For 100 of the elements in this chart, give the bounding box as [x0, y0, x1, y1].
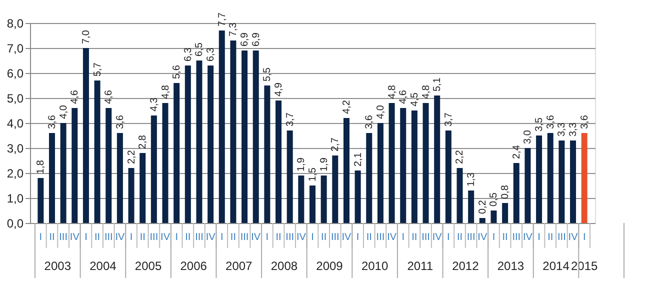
- x-tick-label: I: [492, 232, 496, 243]
- data-label: 3,6: [579, 114, 590, 129]
- data-label: 0,5: [488, 192, 500, 206]
- x-tick-label: II: [456, 232, 463, 243]
- bar: [150, 116, 157, 223]
- data-label: 4,6: [398, 90, 410, 104]
- x-tick-label: II: [366, 232, 372, 243]
- y-tick-label: 4,0: [6, 116, 24, 130]
- bar: [162, 103, 168, 223]
- data-label: 5,7: [92, 62, 104, 76]
- x-tick-label: IV: [251, 232, 261, 243]
- text: 2007: [226, 259, 253, 273]
- bar: [570, 140, 576, 223]
- data-label: 1,9: [318, 157, 330, 172]
- bar: [218, 30, 225, 223]
- text: 2005: [134, 259, 162, 273]
- x-tick-label: IV: [342, 232, 352, 243]
- x-tick-label: III: [422, 232, 430, 243]
- x-tick-label: IV: [70, 232, 80, 243]
- bar: [298, 176, 304, 223]
- bar: [184, 66, 191, 223]
- bar: [196, 60, 202, 223]
- data-label: 4,8: [386, 84, 398, 99]
- bar: [547, 133, 554, 223]
- data-label: 2,1: [352, 152, 364, 166]
- data-label: 1,5: [308, 167, 318, 182]
- x-tick-label: I: [175, 232, 178, 243]
- data-label: 4,6: [70, 90, 81, 104]
- x-tick-label: III: [376, 232, 385, 243]
- bar: [377, 123, 384, 223]
- data-label: 4,9: [274, 82, 285, 96]
- x-tick-label: IV: [115, 232, 125, 243]
- data-label: 6,5: [194, 42, 206, 56]
- data-label: 3,7: [284, 112, 296, 126]
- data-label: 7,0: [80, 30, 92, 44]
- x-tick-label: III: [150, 232, 158, 243]
- bar: [490, 210, 497, 223]
- x-tick-label: II: [502, 232, 508, 243]
- data-label: 5,1: [432, 77, 444, 92]
- x-tick-label: I: [402, 232, 405, 243]
- bar: [558, 140, 565, 223]
- x-tick-label: III: [330, 232, 340, 243]
- data-label: 0,2: [477, 200, 488, 214]
- x-tick-label: II: [230, 232, 236, 243]
- bar: [264, 86, 270, 223]
- bar: [536, 136, 542, 223]
- x-tick-label: I: [266, 232, 269, 243]
- x-tick-label: I: [447, 232, 450, 243]
- bar: [174, 83, 180, 223]
- bar: [513, 163, 520, 223]
- data-label: 1,9: [296, 157, 308, 172]
- x-tick-label: II: [185, 232, 191, 243]
- data-label: 3,6: [46, 114, 58, 129]
- text: 2010: [361, 259, 388, 273]
- x-tick-label: IV: [432, 232, 442, 243]
- bar: [208, 66, 214, 223]
- data-label: 1,3: [466, 172, 478, 186]
- x-tick-label: II: [49, 232, 55, 243]
- bar: [468, 190, 474, 223]
- x-tick-label: II: [321, 232, 327, 243]
- bar: [252, 50, 259, 223]
- bar: [366, 133, 372, 223]
- bar: [286, 130, 293, 223]
- data-label: 3,5: [534, 117, 546, 132]
- x-tick-label: II: [140, 232, 146, 243]
- x-tick-label: IV: [206, 232, 216, 243]
- text: 2012: [452, 259, 480, 273]
- x-tick-label: III: [466, 232, 476, 243]
- text: 2011: [407, 259, 434, 273]
- text: 2009: [316, 259, 344, 273]
- bar: [116, 133, 123, 223]
- x-tick-label: IV: [522, 232, 533, 243]
- bar: [276, 100, 282, 223]
- x-tick-label: IV: [296, 232, 306, 243]
- text: 2004: [90, 259, 117, 273]
- bar: [581, 133, 588, 223]
- data-label: 3,3: [568, 122, 580, 136]
- data-label: 2,7: [330, 137, 342, 152]
- x-tick-label: IV: [387, 232, 397, 243]
- data-label: 2,8: [138, 134, 149, 149]
- x-tick-label: I: [538, 232, 540, 243]
- bar: [140, 153, 146, 223]
- data-label: 5,5: [262, 67, 274, 82]
- x-tick-label: I: [582, 232, 586, 243]
- data-label: 3,6: [545, 114, 556, 129]
- bar: [82, 48, 89, 223]
- text: 2013: [497, 259, 524, 273]
- x-tick-label: III: [240, 232, 249, 243]
- bar: [354, 170, 361, 223]
- x-tick-label: I: [130, 232, 133, 243]
- text: 2006: [180, 259, 208, 273]
- bar: [343, 118, 350, 223]
- data-label: 6,3: [182, 47, 194, 62]
- data-label: 3,6: [364, 114, 376, 129]
- bar: [502, 203, 508, 223]
- data-label: 6,3: [206, 47, 217, 62]
- data-label: 4,8: [420, 84, 432, 99]
- bar: [400, 108, 406, 223]
- x-tick-label: II: [412, 232, 418, 243]
- bar: [310, 186, 316, 223]
